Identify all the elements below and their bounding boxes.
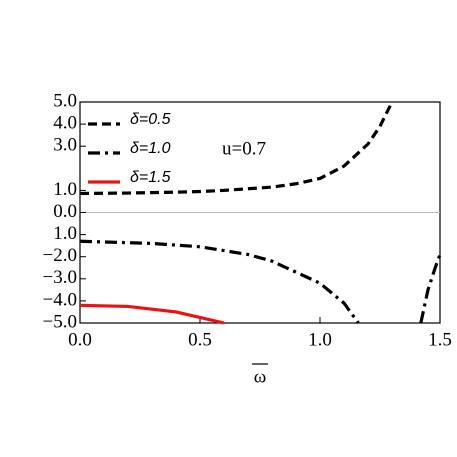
y-tick-label: −2.0 [43, 245, 77, 266]
x-tick-label: 1.0 [308, 329, 332, 350]
y-tick-label: 3.0 [53, 135, 77, 156]
x-tick-label: 0.0 [68, 329, 92, 350]
x-tick-label: 0.5 [188, 329, 212, 350]
y-tick-label: −3.0 [43, 267, 77, 288]
x-axis-label: ω [254, 366, 267, 387]
y-tick-label: −4.0 [43, 289, 77, 310]
y-tick-label: 1.0 [53, 179, 77, 200]
legend-label: δ=1.0 [130, 140, 171, 157]
legend-label: δ=1.5 [130, 169, 171, 186]
y-tick-label: 1.0 [53, 223, 77, 244]
y-tick-label: −5.0 [43, 311, 77, 332]
series-line [79, 239, 442, 324]
y-tick-label: 0.0 [53, 201, 77, 222]
annotation: u=0.7 [222, 138, 266, 159]
legend-label: δ=0.5 [130, 111, 171, 128]
y-tick-label: 4.0 [53, 112, 77, 133]
x-tick-label: 1.5 [428, 329, 452, 350]
series-line [79, 303, 225, 325]
y-tick-label: 5.0 [53, 90, 77, 111]
series-line [79, 101, 394, 196]
